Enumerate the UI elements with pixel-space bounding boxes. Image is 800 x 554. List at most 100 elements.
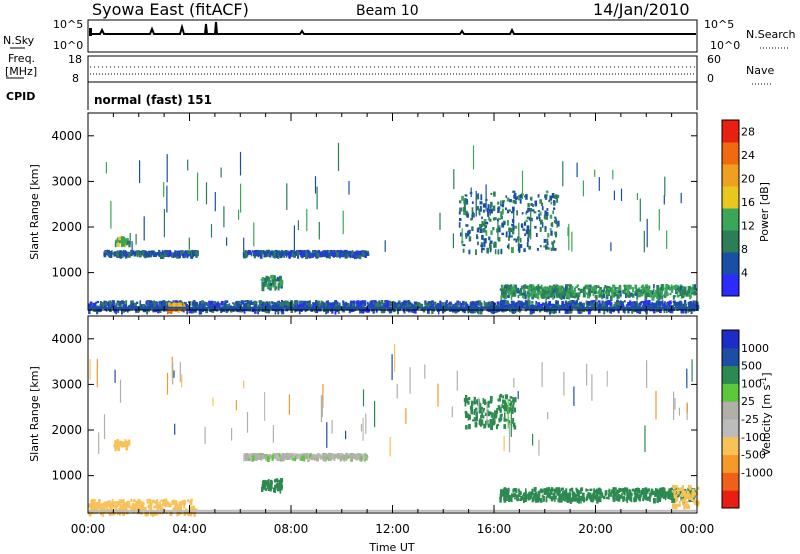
range-cell [653,493,657,496]
range-cell [461,228,463,246]
range-cell [607,300,610,303]
range-cell [470,406,474,410]
range-cell [482,415,485,419]
range-cell [555,487,559,493]
range-cell [585,496,588,502]
range-cell [668,300,671,307]
range-cell [690,491,692,496]
range-cell [471,419,475,422]
range-cell [276,300,279,305]
range-cell [500,494,503,497]
range-cell [475,415,478,421]
nsky-panel: N.Sky 10^5 10^0 10^5 10^0 N.Search [3,18,796,53]
range-cell [497,237,501,242]
range-cell [539,217,541,222]
range-cell [685,292,688,297]
range-cell [563,292,567,297]
range-cell [149,300,152,304]
range-cell [485,302,488,309]
range-cell [243,308,246,314]
range-cell [601,491,603,494]
range-cell [505,207,507,211]
range-cell [435,303,437,308]
power-colorbar-cell [722,186,739,209]
range-cell [561,487,564,491]
range-cell [188,237,190,250]
range-cell [652,288,655,293]
range-cell [280,304,282,310]
range-cell [512,418,515,424]
freq-tick-low: 8 [72,72,79,85]
range-cell [360,456,363,462]
range-cell [598,177,600,191]
range-cell [565,488,568,494]
range-cell [513,238,516,241]
range-cell [548,494,551,497]
range-cell [608,291,611,296]
range-cell [541,289,545,293]
range-cell [282,302,284,307]
range-cell [305,250,308,255]
range-cell [136,502,140,506]
range-cell [611,287,614,293]
range-cell [187,250,191,254]
range-cell [551,241,555,245]
range-cell [576,284,580,287]
range-cell [510,496,513,502]
range-cell [180,505,183,509]
range-cell [102,303,105,309]
range-cell [519,498,523,501]
range-cell [368,303,370,308]
range-cell [512,397,515,402]
range-cell [547,487,551,492]
nsky-tick-low: 10^0 [53,39,83,52]
range-cell [493,243,496,248]
range-cell [595,497,598,501]
range-cell [565,285,567,291]
range-cell [360,423,363,432]
range-cell [138,252,142,258]
range-cell [315,308,319,313]
range-cell [595,307,598,311]
range-cell [500,304,503,310]
range-cell [622,301,624,306]
range-cell [276,454,278,459]
range-cell [467,230,470,237]
range-cell [582,180,584,197]
range-cell [549,295,553,298]
range-cell [195,302,199,306]
range-cell [424,300,427,304]
range-cell [112,501,115,505]
range-cell [257,250,260,255]
range-cell [499,407,502,413]
range-cell [226,300,229,303]
range-cell [612,169,614,180]
range-cell [534,225,537,229]
range-cell [674,489,677,494]
range-cell [508,227,511,233]
range-cell [471,226,474,232]
range-cell [493,191,496,197]
range-cell [386,300,389,304]
range-cell [586,363,588,386]
range-cell [680,288,682,294]
range-cell [241,300,244,305]
range-cell [490,208,493,214]
range-cell [243,380,245,389]
range-cell [669,301,672,304]
range-cell [180,252,182,256]
range-cell [598,303,601,306]
range-cell [320,302,323,309]
range-cell [326,305,329,309]
range-cell [581,495,584,499]
range-cell [120,239,124,245]
range-cell [472,145,475,170]
range-cell [519,244,523,248]
y-tick-label: 3000 [51,174,82,188]
range-cell [124,502,126,505]
range-cell [513,195,516,199]
range-cell [212,304,215,309]
range-cell [291,303,294,310]
range-cell [444,301,448,308]
